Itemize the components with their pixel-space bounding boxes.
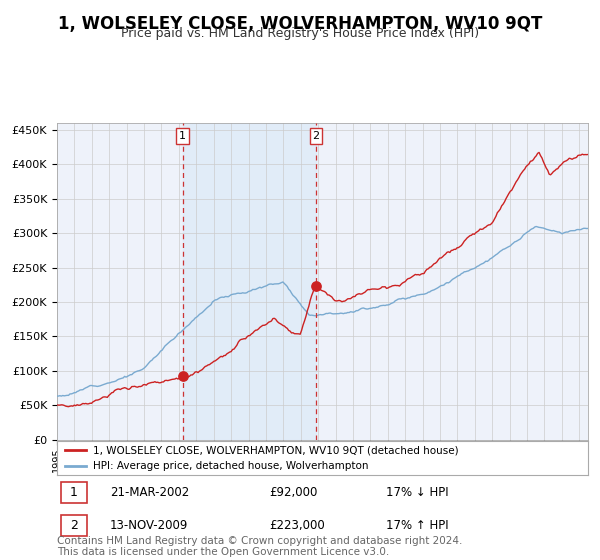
Text: 21-MAR-2002: 21-MAR-2002 xyxy=(110,486,190,500)
Text: 2: 2 xyxy=(313,131,319,141)
Text: 13-NOV-2009: 13-NOV-2009 xyxy=(110,519,188,532)
Text: Contains HM Land Registry data © Crown copyright and database right 2024.
This d: Contains HM Land Registry data © Crown c… xyxy=(57,535,463,557)
Text: 17% ↓ HPI: 17% ↓ HPI xyxy=(386,486,449,500)
Text: 17% ↑ HPI: 17% ↑ HPI xyxy=(386,519,449,532)
FancyBboxPatch shape xyxy=(61,515,87,536)
Text: 1: 1 xyxy=(179,131,186,141)
Text: 1: 1 xyxy=(70,486,78,500)
Text: 1, WOLSELEY CLOSE, WOLVERHAMPTON, WV10 9QT (detached house): 1, WOLSELEY CLOSE, WOLVERHAMPTON, WV10 9… xyxy=(93,445,459,455)
Text: HPI: Average price, detached house, Wolverhampton: HPI: Average price, detached house, Wolv… xyxy=(93,461,368,472)
Point xyxy=(311,282,320,291)
Point xyxy=(178,372,187,381)
Text: £92,000: £92,000 xyxy=(269,486,318,500)
Text: 2: 2 xyxy=(70,519,78,532)
Text: Price paid vs. HM Land Registry's House Price Index (HPI): Price paid vs. HM Land Registry's House … xyxy=(121,27,479,40)
Bar xyxy=(182,123,316,440)
Text: 1, WOLSELEY CLOSE, WOLVERHAMPTON, WV10 9QT: 1, WOLSELEY CLOSE, WOLVERHAMPTON, WV10 9… xyxy=(58,15,542,32)
FancyBboxPatch shape xyxy=(61,482,87,503)
Text: £223,000: £223,000 xyxy=(269,519,325,532)
